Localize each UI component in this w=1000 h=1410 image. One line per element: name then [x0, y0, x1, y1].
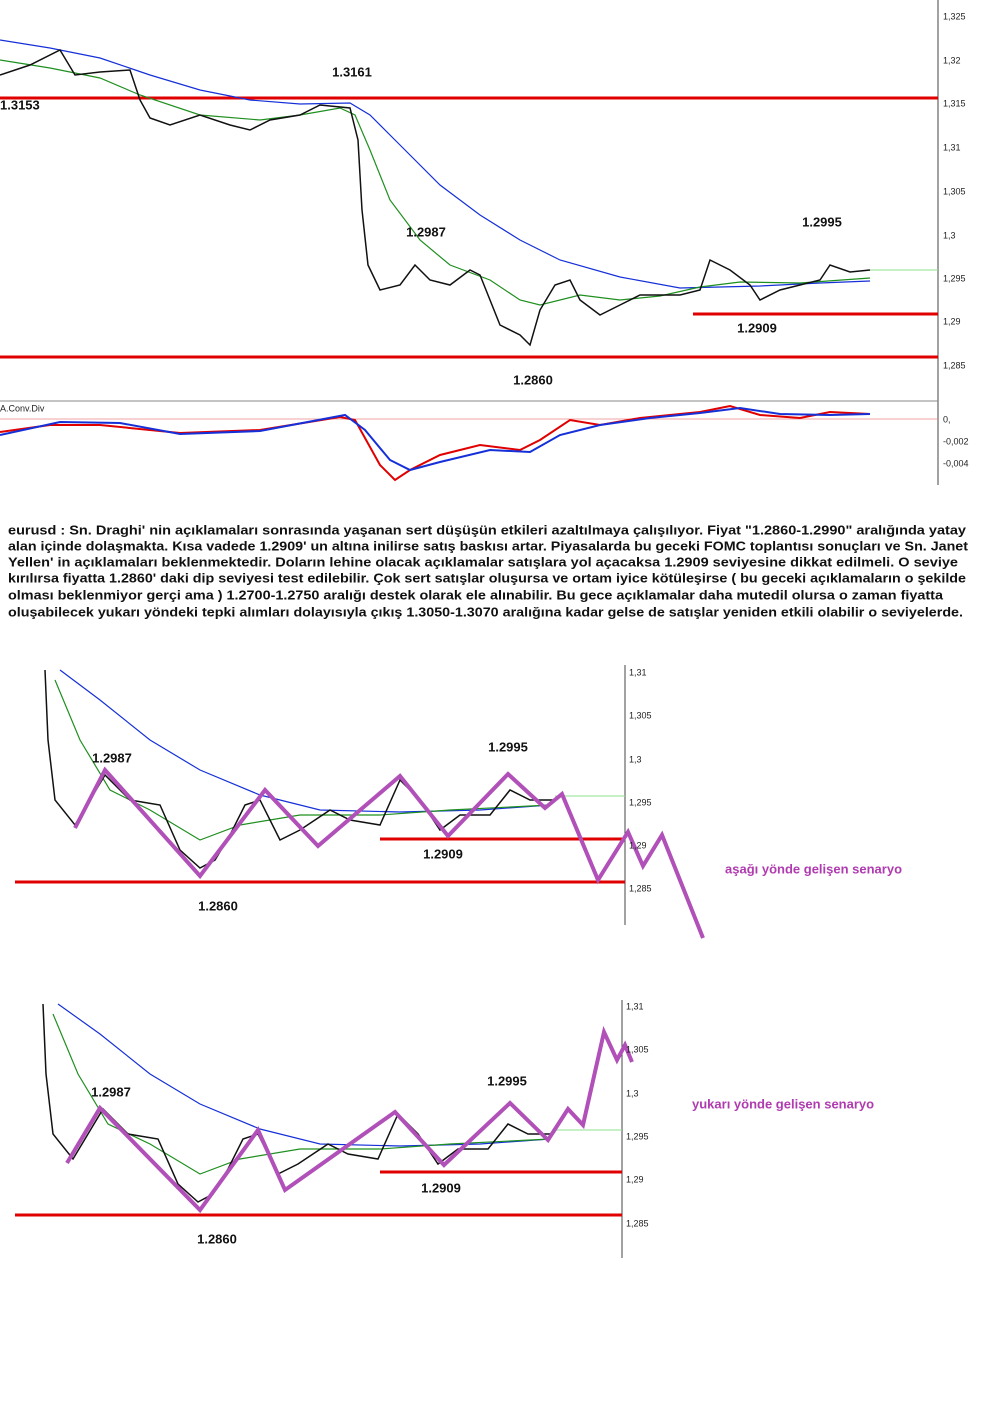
macd-line — [0, 404, 871, 482]
tick-label: 1,285 — [626, 1218, 649, 1228]
annotation: 1.2909 — [423, 846, 463, 861]
moving-average — [57, 1003, 551, 1147]
tick-label: 1,3 — [626, 1088, 639, 1098]
indicator-label: A.Conv.Div — [0, 403, 45, 413]
paragraph-line: Yellen' in açıklamaları beklenmektedir. … — [8, 554, 958, 569]
scenario-chart-down: 1,31 1,305 1,3 1,295 1,29 1,285 1.2987 1… — [15, 665, 902, 939]
annotation: 1.2860 — [197, 1231, 237, 1246]
scenario-chart-up: 1,31 1,305 1,3 1,295 1,29 1,285 1.2987 1… — [15, 1000, 874, 1258]
paragraph-line: eurusd : Sn. Draghi' nin açıklamaları so… — [8, 522, 967, 537]
moving-average — [0, 59, 871, 306]
annotation: 1.2987 — [92, 750, 132, 765]
scenario-path — [65, 1025, 634, 1214]
tick-label: 1,3 — [629, 754, 642, 764]
moving-average — [59, 669, 551, 813]
paragraph-line: kırılırsa fiyatta 1.2860' daki dip seviy… — [8, 570, 966, 585]
moving-average — [0, 39, 871, 289]
annotation: 1.3153 — [0, 97, 40, 112]
tick-label: -0,002 — [943, 436, 969, 446]
tick-label: -0,004 — [943, 458, 969, 468]
tick-label: 1,305 — [629, 710, 652, 720]
annotation: 1.2860 — [198, 898, 238, 913]
tick-label: 1,31 — [629, 667, 647, 677]
tick-label: 1,285 — [943, 360, 966, 370]
commentary: eurusd : Sn. Draghi' nin açıklamaları so… — [8, 522, 969, 619]
scenario-label: aşağı yönde gelişen senaryo — [725, 861, 902, 876]
tick-label: 1,31 — [943, 142, 961, 152]
tick-label: 1,32 — [943, 55, 961, 65]
tick-label: 1,29 — [626, 1174, 644, 1184]
tick-label: 1,29 — [629, 840, 647, 850]
tick-label: 1,295 — [629, 797, 652, 807]
annotation: 1.2987 — [91, 1084, 131, 1099]
tick-label: 1,285 — [629, 883, 652, 893]
moving-average — [52, 1013, 551, 1175]
tick-label: 1,315 — [943, 98, 966, 108]
annotation: 1.2995 — [802, 214, 842, 229]
annotation: 1.2995 — [487, 1073, 527, 1088]
paragraph-line: olması beklenmiyor gerçi ama ) 1.2700-1.… — [8, 587, 944, 602]
paragraph-line: alan içinde dolaşmakta. Kısa vadede 1.29… — [8, 538, 969, 553]
tick-label: 1,31 — [626, 1001, 644, 1011]
paragraph-line: oluşabilecek yukarı yöndeki tepki alımla… — [8, 604, 963, 619]
moving-average — [54, 679, 551, 841]
tick-label: 1,325 — [943, 11, 966, 21]
annotation: 1.2987 — [406, 224, 446, 239]
tick-label: 1,305 — [943, 186, 966, 196]
tick-label: 1,305 — [626, 1044, 649, 1054]
scenario-label: yukarı yönde gelişen senaryo — [692, 1096, 874, 1111]
signal-line — [0, 406, 871, 472]
annotation: 1.2909 — [421, 1180, 461, 1195]
main-chart: 1,325 1,32 1,315 1,31 1,305 1,3 1,295 1,… — [0, 0, 969, 485]
scenario-path — [73, 766, 705, 939]
tick-label: 0, — [943, 414, 951, 424]
annotation: 1.2995 — [488, 739, 528, 754]
annotation: 1.3161 — [332, 64, 372, 79]
annotation: 1.2860 — [513, 372, 553, 387]
tick-label: 1,295 — [626, 1131, 649, 1141]
tick-label: 1,29 — [943, 316, 961, 326]
tick-label: 1,295 — [943, 273, 966, 283]
annotation: 1.2909 — [737, 320, 777, 335]
price-line — [0, 49, 871, 347]
tick-label: 1,3 — [943, 230, 956, 240]
